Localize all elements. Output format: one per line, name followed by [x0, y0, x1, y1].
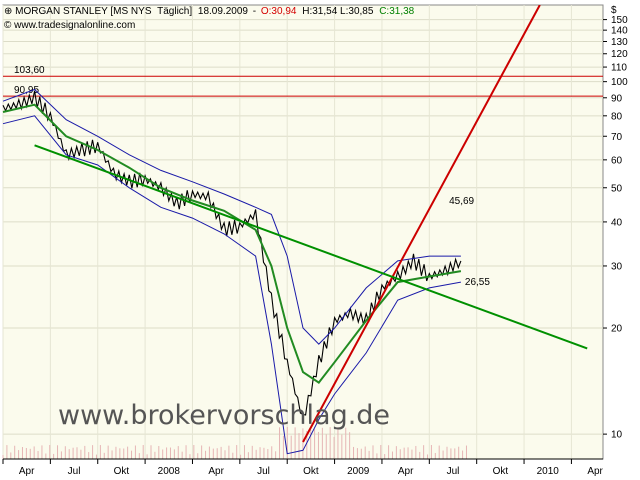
x-tick-label: Jul [68, 466, 81, 477]
level-label: 90,95 [14, 85, 39, 96]
x-tick-label: Apr [19, 466, 35, 477]
y-tick-label: 100 [611, 77, 628, 88]
x-tick-label: Apr [398, 466, 414, 477]
high-low-values: H:31,54 L:30,85 [302, 6, 374, 17]
x-tick-label: Jul [257, 466, 270, 477]
trendline-2 [34, 144, 588, 350]
y-tick-label: 130 [611, 37, 628, 48]
x-tick-label: Apr [208, 466, 224, 477]
lower-band-line [2, 115, 461, 455]
y-tick-label: 70 [611, 132, 623, 143]
currency-label: $ [611, 5, 617, 16]
level-label: 103,60 [14, 65, 45, 76]
x-tick-label: 2010 [537, 466, 560, 477]
annotations: 45,69 26,55 [449, 196, 490, 288]
y-tick-label: 60 [611, 155, 623, 166]
candle-glyph: ⊕ [4, 6, 15, 17]
y-tick-label: 20 [611, 324, 623, 335]
value-annotation: 45,69 [449, 196, 474, 207]
y-tick-label: 150 [611, 15, 628, 26]
interval-label: Täglich] [157, 6, 192, 17]
upper-band-line [2, 88, 461, 345]
x-tick-label: Okt [114, 466, 130, 477]
price-line [2, 90, 462, 416]
header-line: candlestick-icon ⊕ MORGAN STANLEY [MS NY… [4, 6, 415, 17]
y-tick-label: 30 [611, 261, 623, 272]
instrument-name: MORGAN STANLEY [MS NYS [15, 6, 152, 17]
y-tick-label: 140 [611, 26, 628, 37]
horizontal-levels: 103,60 90,95 [3, 65, 603, 97]
x-tick-label: 2009 [347, 466, 370, 477]
x-tick-label: Okt [303, 466, 319, 477]
y-tick-label: 90 [611, 93, 623, 104]
copyright-text: © www.tradesignalonline.com [4, 20, 135, 31]
watermark: www.brokervorschlag.de [58, 400, 390, 431]
chart-header: candlestick-icon ⊕ MORGAN STANLEY [MS NY… [4, 6, 415, 31]
y-tick-label: 110 [611, 63, 627, 74]
x-tick-label: 2008 [158, 466, 181, 477]
x-tick-label: Jul [447, 466, 460, 477]
y-tick-label: 120 [611, 49, 628, 60]
plot-area [2, 4, 604, 460]
x-tick-label: Okt [493, 466, 509, 477]
volume-bars [2, 427, 467, 459]
x-tick-label: Apr [587, 466, 603, 477]
quote-date: 18.09.2009 [198, 6, 248, 17]
series-lines [2, 88, 462, 455]
y-tick-label: 50 [611, 183, 623, 194]
value-annotation: 26,55 [465, 277, 490, 288]
open-value: O:30,94 [261, 6, 297, 17]
y-tick-label: 40 [611, 217, 623, 228]
trendline-1 [302, 5, 541, 443]
trendlines [34, 5, 588, 443]
x-axis: Apr Jul Okt 2008 Apr Jul Okt 2009 Apr Jul Okt 2010 A… [2, 458, 604, 477]
close-value: C:31,38 [379, 6, 414, 17]
y-tick-label: 80 [611, 111, 623, 122]
y-tick-label: 10 [611, 430, 623, 441]
